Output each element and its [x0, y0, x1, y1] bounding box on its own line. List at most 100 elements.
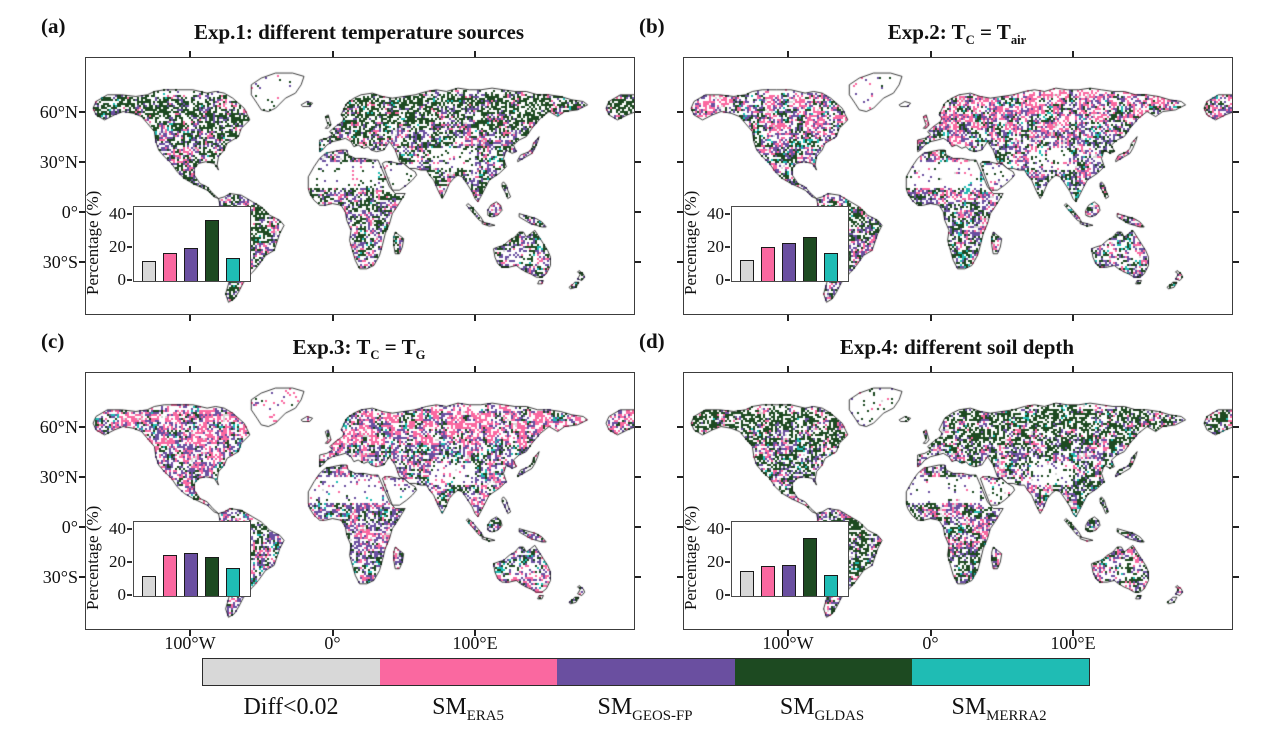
text-run: SM	[951, 694, 986, 720]
inset-bar	[824, 253, 838, 281]
text-run: = T	[975, 20, 1011, 44]
inset-bar	[824, 575, 838, 596]
subscript-text: ERA5	[467, 708, 504, 724]
panel-title: Exp.3: TC = TG	[85, 325, 633, 372]
inset-ytick	[127, 594, 132, 596]
map-tick	[677, 476, 683, 478]
map-tick	[474, 315, 476, 321]
map-tick	[332, 315, 334, 321]
map-tick	[332, 366, 334, 372]
map-tick	[1072, 366, 1074, 372]
panel-letter: (b)	[639, 14, 665, 39]
map-tick	[1233, 111, 1239, 113]
inset-bar	[184, 553, 198, 596]
panel-c: (c) Exp.3: TC = TG 100°W 0° 100°E 60°N 30°N 0…	[85, 325, 633, 630]
inset-ylabel: Percentage (%)	[83, 182, 103, 304]
text-run: Exp.1: different temperature sources	[194, 20, 524, 44]
inset-bar	[740, 260, 754, 281]
inset-bar-chart	[133, 521, 251, 597]
inset-ytick	[725, 213, 730, 215]
inset-bar	[226, 568, 240, 596]
legend-colorbar	[202, 658, 1090, 686]
map-tick	[635, 426, 641, 428]
world-map-b: 40 20 0 Percentage (%)	[683, 57, 1233, 315]
text-run: = T	[380, 335, 416, 359]
lat-tick-label: 30°S	[20, 566, 78, 588]
panel-a: (a) Exp.1: different temperature sources…	[85, 10, 633, 315]
legend-swatch-gldas	[735, 659, 912, 685]
map-tick	[787, 366, 789, 372]
lon-tick-label: 0°	[886, 633, 976, 654]
inset-bar	[142, 576, 156, 596]
map-tick	[1233, 161, 1239, 163]
lat-tick-label: 60°N	[20, 416, 78, 438]
world-map-d: 100°W 0° 100°E 40 20 0 Percentage (%)	[683, 372, 1233, 630]
inset-bar-chart	[133, 206, 251, 282]
map-tick	[474, 51, 476, 57]
map-tick	[189, 315, 191, 321]
map-tick	[1233, 426, 1239, 428]
inset-bar	[184, 248, 198, 281]
text-run: SM	[432, 694, 467, 720]
world-map-a: 60°N 30°N 0° 30°S 40 20 0 Percentage (%)	[85, 57, 635, 315]
inset-ytick	[725, 279, 730, 281]
map-tick	[189, 366, 191, 372]
panel-title: Exp.1: different temperature sources	[85, 10, 633, 57]
map-tick	[635, 211, 641, 213]
subscript-text: C	[370, 348, 379, 362]
lon-tick-label: 100°E	[430, 633, 520, 654]
map-tick	[474, 366, 476, 372]
map-tick	[677, 111, 683, 113]
subscript-text: GEOS-FP	[632, 708, 692, 724]
lat-tick-label: 30°N	[20, 151, 78, 173]
inset-bar-chart	[731, 206, 849, 282]
map-tick	[79, 476, 85, 478]
inset-bar	[205, 557, 219, 597]
map-tick	[635, 476, 641, 478]
subscript-text: air	[1011, 33, 1026, 47]
map-tick	[787, 315, 789, 321]
map-tick	[1233, 576, 1239, 578]
map-tick	[79, 426, 85, 428]
inset-ylabel: Percentage (%)	[83, 497, 103, 619]
inset-ytick	[127, 246, 132, 248]
panel-b: (b) Exp.2: TC = Tair 40 20 0 Percentage (%)	[683, 10, 1231, 315]
inset-ytick	[127, 528, 132, 530]
lon-tick-label: 100°W	[743, 633, 833, 654]
map-tick	[1233, 526, 1239, 528]
panel-letter: (a)	[41, 14, 66, 39]
map-tick	[635, 161, 641, 163]
inset-bar	[761, 566, 775, 596]
legend-label-merra2: SMMERRA2	[889, 694, 1109, 725]
inset-bar	[740, 571, 754, 596]
inset-ytick	[725, 246, 730, 248]
inset-bar	[163, 555, 177, 596]
world-map-c: 100°W 0° 100°E 60°N 30°N 0° 30°S 40 20 0 Percentag…	[85, 372, 635, 630]
inset-ytick	[127, 561, 132, 563]
map-tick	[635, 526, 641, 528]
map-tick	[635, 576, 641, 578]
map-tick	[930, 366, 932, 372]
panel-letter: (d)	[639, 329, 665, 354]
lon-tick-label: 100°E	[1028, 633, 1118, 654]
lon-tick-label: 100°W	[145, 633, 235, 654]
map-tick	[1233, 476, 1239, 478]
map-tick	[787, 51, 789, 57]
lat-tick-label: 60°N	[20, 101, 78, 123]
figure-root: { "figure": { "background": "#ffffff", "…	[0, 0, 1266, 740]
lon-tick-label: 0°	[288, 633, 378, 654]
text-run: Exp.4: different soil depth	[840, 335, 1074, 359]
map-tick	[635, 261, 641, 263]
subscript-text: C	[966, 33, 975, 47]
map-tick	[1072, 315, 1074, 321]
inset-bar	[142, 261, 156, 281]
text-run: SM	[780, 694, 815, 720]
panel-letter: (c)	[41, 329, 64, 354]
inset-bar	[803, 237, 817, 281]
legend-swatch-merra2	[912, 659, 1089, 685]
lat-tick-label: 30°S	[20, 251, 78, 273]
inset-bar	[226, 258, 240, 281]
map-tick	[930, 315, 932, 321]
panel-title: Exp.4: different soil depth	[683, 325, 1231, 372]
inset-bar	[782, 243, 796, 281]
